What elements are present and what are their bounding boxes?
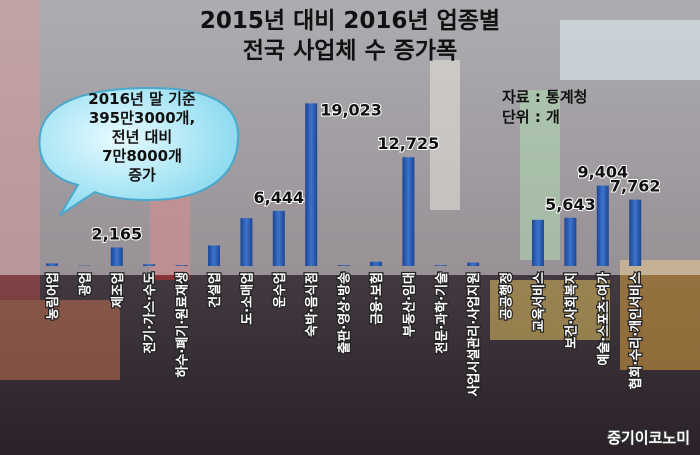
bar bbox=[208, 245, 220, 266]
x-tick-label: 도·소매업 bbox=[240, 272, 255, 325]
source-text: 자료 : 통계청 bbox=[502, 88, 587, 106]
bar bbox=[564, 217, 577, 266]
bar bbox=[370, 261, 382, 266]
x-tick-label: 사업시설관리·사업지원 bbox=[466, 272, 482, 397]
bar bbox=[467, 262, 480, 266]
value-label: 2,165 bbox=[91, 224, 142, 243]
bar bbox=[143, 264, 156, 266]
chart-title: 2015년 대비 2016년 업종별 bbox=[200, 8, 500, 34]
x-tick-label: 농림어업 bbox=[45, 272, 61, 320]
bar bbox=[532, 219, 544, 266]
chart-title: 전국 사업체 수 증가폭 bbox=[243, 38, 457, 64]
bar bbox=[272, 210, 285, 266]
unit-text: 단위 : 개 bbox=[502, 108, 560, 126]
x-tick-label: 협회·수리·개인서비스 bbox=[628, 272, 644, 390]
callout-bubble bbox=[38, 86, 240, 216]
x-tick-label: 하수·폐기·원료재생 bbox=[175, 272, 191, 378]
value-label: 7,762 bbox=[610, 177, 661, 196]
callout-text: 7만8000개 bbox=[102, 147, 182, 165]
x-tick-label: 부동산·임대 bbox=[401, 272, 417, 337]
x-tick-label: 운수업 bbox=[273, 272, 288, 308]
x-tick-label: 교육서비스 bbox=[531, 272, 547, 332]
bar bbox=[240, 218, 253, 266]
value-label: 12,725 bbox=[378, 134, 440, 153]
logo: 중기이코노미 bbox=[607, 429, 690, 447]
x-tick-label: 건설업 bbox=[207, 272, 223, 308]
bar bbox=[596, 185, 609, 266]
x-tick-label: 전문·과학·기술 bbox=[434, 272, 450, 354]
x-tick-label: 출판·영상·방송 bbox=[337, 272, 353, 354]
value-label: 19,023 bbox=[320, 100, 382, 119]
background-lights bbox=[0, 0, 700, 380]
value-label: 5,643 bbox=[545, 195, 596, 214]
callout-text: 전년 대비 bbox=[112, 128, 172, 146]
x-tick-label: 보건·사회복지 bbox=[563, 272, 579, 349]
x-tick-label: 공공행정 bbox=[499, 272, 515, 320]
bar bbox=[175, 265, 188, 266]
x-tick-label: 숙박·음식점 bbox=[304, 272, 320, 337]
bar bbox=[110, 247, 123, 266]
x-tick-label: 금융·보험 bbox=[369, 272, 385, 325]
callout-text: 395만3000개, bbox=[89, 109, 195, 127]
value-label: 9,404 bbox=[577, 163, 628, 182]
x-tick-label: 광업 bbox=[78, 272, 93, 296]
value-label: 6,444 bbox=[253, 188, 304, 207]
x-tick-label: 제조업 bbox=[111, 272, 126, 308]
bar bbox=[337, 265, 350, 266]
x-tick-label: 전기·가스·수도 bbox=[142, 272, 158, 354]
callout-text: 2016년 말 기준 bbox=[88, 90, 196, 108]
x-tick-label: 예술·스포츠·여가 bbox=[596, 272, 612, 366]
callout-text: 증가 bbox=[128, 166, 156, 184]
bar bbox=[305, 103, 318, 266]
bar bbox=[402, 157, 415, 266]
bar bbox=[629, 199, 642, 266]
bar bbox=[434, 265, 447, 266]
bar bbox=[46, 263, 58, 266]
